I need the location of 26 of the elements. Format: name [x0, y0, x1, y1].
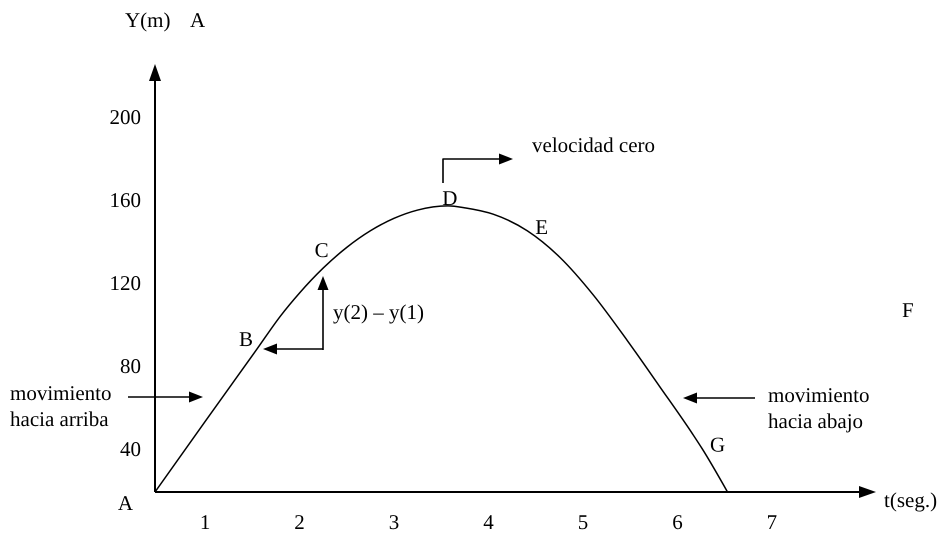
x-tick-label: 2 [294, 510, 305, 534]
y-axis-title: Y(m) [125, 8, 170, 32]
x-axis-title: t(seg.) [884, 488, 938, 512]
y-tick-label: 80 [120, 354, 141, 378]
y-tick-label: 200 [110, 105, 141, 130]
x-tick-label: 7 [766, 510, 778, 534]
text: A [190, 8, 206, 32]
annotation: C [314, 238, 329, 262]
x-tick-label: 1 [200, 510, 210, 534]
x-tick-label: 5 [578, 510, 588, 534]
annotation: y(2) – y(1) [333, 300, 424, 324]
annotation: B [239, 326, 254, 351]
y-tick-label: 120 [110, 271, 141, 296]
annotation: velocidad cero [532, 133, 656, 157]
x-tick-label: 4 [483, 510, 494, 534]
text: movimiento hacia arriba [10, 381, 112, 431]
annotation: movimiento hacia abajo [768, 383, 870, 433]
annotation: E [535, 214, 548, 239]
annotation: D [442, 186, 458, 210]
text: F [902, 298, 914, 322]
y-tick-label: 40 [120, 436, 141, 461]
y-tick-label: 160 [110, 188, 141, 212]
x-tick-label: 3 [388, 510, 400, 534]
annotation: A [118, 491, 134, 515]
annotation: G [710, 432, 726, 456]
x-tick-label: 6 [672, 510, 683, 534]
